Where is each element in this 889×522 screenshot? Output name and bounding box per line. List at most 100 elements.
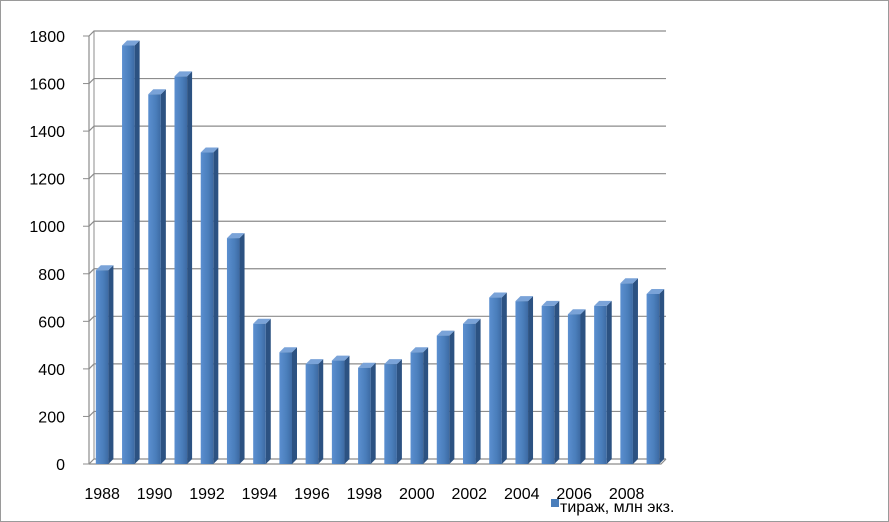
axes bbox=[83, 31, 667, 465]
y-tick-label: 1000 bbox=[29, 219, 65, 236]
x-tick-label: 2008 bbox=[609, 486, 645, 503]
bar-top bbox=[436, 330, 455, 336]
bar-top bbox=[489, 292, 507, 298]
bar-side bbox=[449, 330, 455, 464]
bar-top bbox=[331, 355, 350, 361]
bar-front bbox=[122, 45, 135, 465]
bar-side bbox=[344, 355, 350, 464]
y-tick-labels: 0 200 400 600 800 1000 1200 1400 1600 1800 bbox=[29, 29, 65, 474]
x-tick-label: 2006 bbox=[556, 486, 592, 503]
bar bbox=[174, 71, 193, 464]
bar-front bbox=[331, 360, 345, 464]
bar bbox=[253, 318, 271, 464]
y-tick-label: 400 bbox=[38, 362, 65, 379]
y-tick-label: 600 bbox=[38, 314, 65, 331]
bar-front bbox=[253, 323, 266, 464]
x-tick-label: 2004 bbox=[504, 486, 540, 503]
bar-side bbox=[160, 89, 166, 464]
bar-top bbox=[305, 359, 324, 365]
bar bbox=[594, 300, 612, 464]
bar-side bbox=[396, 359, 402, 464]
bar-front bbox=[594, 305, 607, 464]
y-tick-label: 1600 bbox=[29, 77, 65, 94]
bar-side bbox=[501, 292, 507, 464]
bar-front bbox=[95, 270, 109, 464]
bar bbox=[541, 300, 560, 464]
y-tick-label: 1200 bbox=[29, 172, 65, 189]
bar-side bbox=[239, 233, 245, 464]
bar-top bbox=[279, 347, 297, 353]
bar-front bbox=[384, 364, 397, 464]
bar-front bbox=[174, 76, 188, 464]
bar-side bbox=[423, 347, 429, 464]
x-tick-label: 2002 bbox=[451, 486, 487, 503]
bar bbox=[95, 265, 114, 464]
bar-top bbox=[358, 362, 376, 368]
y-tick-label: 800 bbox=[38, 267, 65, 284]
bar-side bbox=[580, 309, 586, 464]
bar-side bbox=[632, 278, 638, 464]
x-tick-label: 1996 bbox=[294, 486, 330, 503]
bar-side bbox=[213, 147, 219, 464]
bar bbox=[200, 147, 219, 464]
bar bbox=[122, 40, 140, 465]
bar bbox=[646, 288, 665, 464]
bar bbox=[148, 89, 166, 464]
bar bbox=[279, 347, 297, 464]
bar-side bbox=[318, 359, 324, 464]
bar-side bbox=[187, 71, 193, 464]
bar-front bbox=[489, 297, 502, 464]
bars bbox=[95, 40, 665, 465]
bar-top bbox=[620, 278, 638, 284]
bar bbox=[305, 359, 324, 464]
legend-swatch bbox=[551, 499, 559, 507]
x-tick-label: 1998 bbox=[347, 486, 383, 503]
bar-front bbox=[279, 352, 292, 464]
bar-side bbox=[606, 300, 612, 464]
legend: тираж, млн экз. bbox=[551, 499, 674, 516]
bar-top bbox=[122, 40, 140, 46]
bar-side bbox=[265, 318, 271, 464]
bar-top bbox=[410, 347, 429, 353]
bar bbox=[384, 359, 402, 464]
x-tick-label: 1994 bbox=[242, 486, 278, 503]
bar-top bbox=[594, 300, 612, 306]
bar-side bbox=[291, 347, 297, 464]
bar-top bbox=[226, 233, 245, 239]
x-tick-labels: 1988 1990 1992 1994 1996 1998 2000 2002 2004 2006… bbox=[84, 486, 644, 503]
bar-front bbox=[567, 314, 581, 464]
bar-top bbox=[541, 300, 560, 306]
bar-front bbox=[463, 323, 476, 464]
bar-top bbox=[95, 265, 114, 271]
x-tick-label: 2000 bbox=[399, 486, 435, 503]
bar bbox=[226, 233, 245, 464]
bar-front bbox=[541, 305, 555, 464]
bar-front bbox=[200, 152, 214, 464]
bar-front bbox=[410, 352, 424, 464]
bar-side bbox=[134, 40, 140, 465]
y-tick-label: 0 bbox=[56, 457, 65, 474]
y-tick-label: 1400 bbox=[29, 124, 65, 141]
bar bbox=[489, 292, 507, 464]
bar-front bbox=[620, 283, 633, 464]
bar bbox=[410, 347, 429, 464]
bar-side bbox=[108, 265, 114, 464]
bar-top bbox=[253, 318, 271, 324]
bar-front bbox=[305, 364, 319, 464]
bar bbox=[620, 278, 638, 464]
bar-side bbox=[659, 288, 665, 464]
bar-top bbox=[174, 71, 193, 77]
bar-front bbox=[148, 94, 161, 464]
bar-front bbox=[226, 238, 240, 464]
bar-top bbox=[148, 89, 166, 95]
bar-side bbox=[370, 362, 376, 464]
x-tick-label: 1988 bbox=[84, 486, 120, 503]
bar-top bbox=[200, 147, 219, 153]
bar-front bbox=[358, 367, 371, 464]
bar bbox=[331, 355, 350, 464]
bar-top bbox=[567, 309, 586, 315]
x-tick-label: 1990 bbox=[137, 486, 173, 503]
bar-top bbox=[646, 288, 665, 294]
